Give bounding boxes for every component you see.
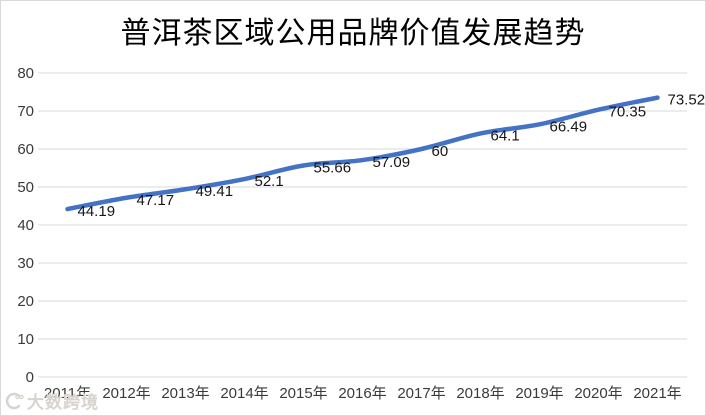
y-axis-tick-label: 60 <box>17 141 34 158</box>
y-axis-tick-label: 50 <box>17 179 34 196</box>
data-label: 52.1 <box>255 173 284 190</box>
data-label: 60 <box>432 143 449 160</box>
x-axis-tick-label: 2019年 <box>515 385 563 402</box>
x-axis-tick-label: 2013年 <box>161 385 209 402</box>
y-axis-tick-label: 70 <box>17 103 34 120</box>
data-label: 44.19 <box>78 203 116 220</box>
chart-title: 普洱茶区域公用品牌价值发展趋势 <box>120 16 586 51</box>
data-label: 73.52 <box>668 92 706 109</box>
data-label: 70.35 <box>609 104 647 121</box>
data-label: 66.49 <box>550 118 588 135</box>
data-label: 64.1 <box>491 127 520 144</box>
data-label: 47.17 <box>137 192 175 209</box>
x-axis-tick-label: 2014年 <box>220 385 268 402</box>
y-axis-tick-label: 10 <box>17 331 34 348</box>
data-label: 49.41 <box>196 183 234 200</box>
y-axis-tick-label: 40 <box>17 217 34 234</box>
y-axis-tick-label: 30 <box>17 255 34 272</box>
x-axis-tick-label: 2017年 <box>397 385 445 402</box>
y-axis-tick-label: 20 <box>17 293 34 310</box>
x-axis-tick-label: 2015年 <box>279 385 327 402</box>
y-axis-tick-label: 80 <box>17 65 34 82</box>
x-axis-tick-label: 2021年 <box>633 385 681 402</box>
y-axis-tick-label: 0 <box>26 369 34 386</box>
trend-line <box>65 95 660 212</box>
x-axis-tick-label: 2018年 <box>456 385 504 402</box>
x-axis-tick-label: 2011年 <box>44 385 91 402</box>
data-label: 57.09 <box>373 154 411 171</box>
x-axis-tick-label: 2016年 <box>338 385 386 402</box>
x-axis-tick-label: 2020年 <box>574 385 622 402</box>
x-axis-tick-label: 2012年 <box>102 385 150 402</box>
data-label: 55.66 <box>314 159 352 176</box>
